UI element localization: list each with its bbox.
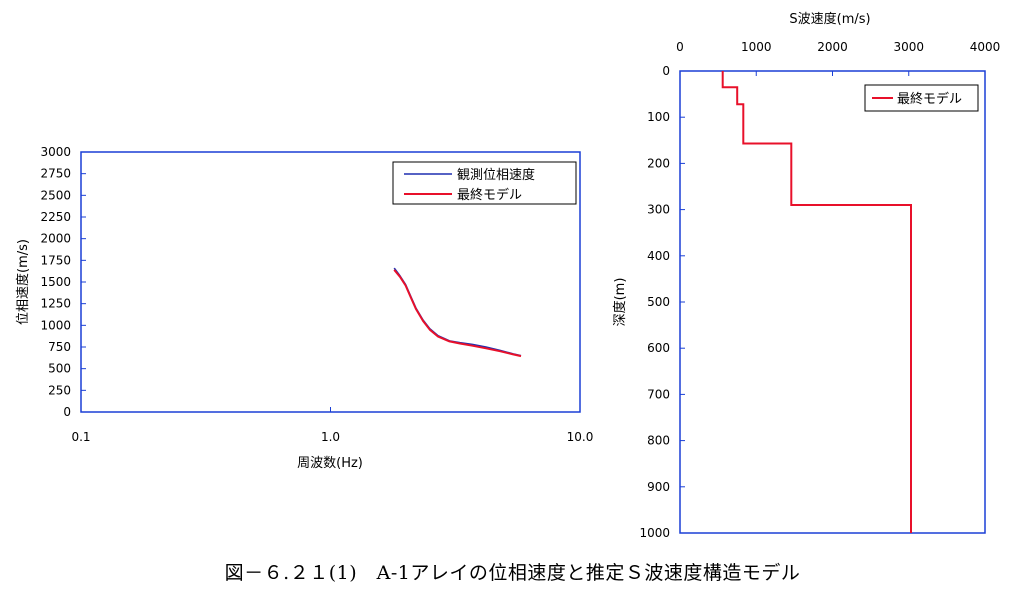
- chart1-series: [393, 267, 522, 358]
- chart1-x-tick-label-2: 10.0: [567, 430, 594, 444]
- chart1-y-tick-label-10: 2500: [40, 188, 71, 202]
- chart1-y-tick-label-3: 750: [48, 340, 71, 354]
- chart1-y-tick-label-11: 2750: [40, 167, 71, 181]
- chart2-y-tick-label-0: 0: [662, 64, 670, 78]
- chart1-y-tick-label-2: 500: [48, 362, 71, 376]
- chart1-y-tick-label-4: 1000: [40, 318, 71, 332]
- chart2-series-line-0: [721, 71, 912, 533]
- figure-caption: 図－６.２１(1) A-1アレイの位相速度と推定Ｓ波速度構造モデル: [224, 562, 801, 584]
- chart1-y-tick-label-6: 1500: [40, 275, 71, 289]
- chart1-x-ticks: 0.1 1.0 10.0: [71, 407, 593, 444]
- chart1-x-tick-label-0: 0.1: [71, 430, 90, 444]
- chart1-legend: 観測位相速度 最終モデル: [392, 161, 577, 205]
- chart2-y-tick-label-6: 600: [647, 341, 670, 355]
- chart2-series: [721, 71, 912, 533]
- chart1-y-tick-label-7: 1750: [40, 253, 71, 267]
- chart2-y-tick-label-8: 800: [647, 434, 670, 448]
- phase-velocity-chart: 0 250 500 750 1000 1250 1500 1750 2000 2250 2500 27…: [15, 145, 593, 471]
- chart2-x-ticks: 0 1000 2000 3000 4000: [676, 40, 1000, 76]
- chart2-x-tick-label-4: 4000: [970, 40, 1001, 54]
- chart1-y-ticks: 0 250 500 750 1000 1250 1500 1750 2000 2250 2500 27…: [40, 145, 86, 419]
- chart2-y-tick-label-1: 100: [647, 110, 670, 124]
- chart1-x-tick-label-1: 1.0: [321, 430, 340, 444]
- chart2-x-tick-label-2: 2000: [817, 40, 848, 54]
- chart1-y-tick-label-0: 0: [63, 405, 71, 419]
- chart2-legend-label-model: 最終モデル: [897, 91, 962, 107]
- chart2-y-tick-label-9: 900: [647, 480, 670, 494]
- chart2-y-tick-label-3: 300: [647, 203, 670, 217]
- chart1-y-tick-label-12: 3000: [40, 145, 71, 159]
- chart1-legend-label-observed: 観測位相速度: [457, 167, 535, 183]
- chart2-x-axis-label: S波速度(m/s): [789, 11, 870, 27]
- chart1-x-axis-label: 周波数(Hz): [297, 456, 363, 471]
- chart1-y-tick-label-9: 2250: [40, 210, 71, 224]
- chart1-y-tick-label-5: 1250: [40, 297, 71, 311]
- chart2-y-tick-label-7: 700: [647, 387, 670, 401]
- chart2-plot-frame: [679, 70, 986, 534]
- chart2-y-tick-label-4: 400: [647, 249, 670, 263]
- chart1-y-axis-label: 位相速度(m/s): [15, 239, 31, 325]
- chart2-y-tick-label-10: 1000: [639, 526, 670, 540]
- chart1-series-line-1: [393, 269, 522, 358]
- chart2-y-axis-label: 深度(m): [612, 278, 628, 327]
- chart2-y-tick-label-5: 500: [647, 295, 670, 309]
- chart2-x-tick-label-0: 0: [676, 40, 684, 54]
- chart1-y-tick-label-8: 2000: [40, 232, 71, 246]
- chart2-x-tick-label-3: 3000: [893, 40, 924, 54]
- chart1-y-tick-label-1: 250: [48, 383, 71, 397]
- chart2-x-tick-label-1: 1000: [741, 40, 772, 54]
- chart1-legend-label-model: 最終モデル: [457, 187, 522, 203]
- s-wave-velocity-profile-chart: 0 100 200 300 400 500 600 700 800 900 1000 0 1000 20…: [612, 11, 1000, 540]
- chart2-y-ticks: 0 100 200 300 400 500 600 700 800 900 1000: [639, 64, 685, 540]
- chart2-legend: 最終モデル: [864, 84, 979, 112]
- chart1-legend-box: [392, 161, 577, 205]
- chart2-y-tick-label-2: 200: [647, 156, 670, 170]
